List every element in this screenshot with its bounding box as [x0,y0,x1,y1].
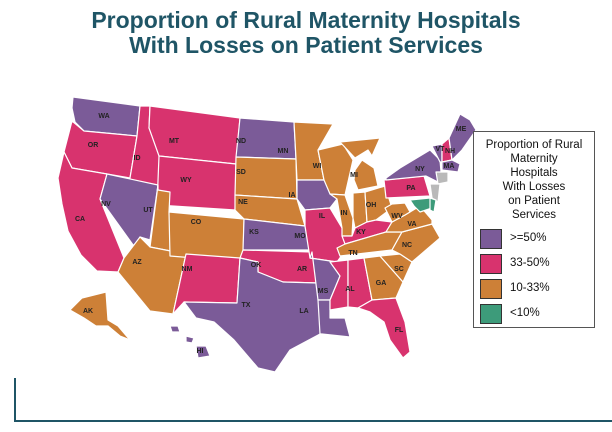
state-label-ca: CA [75,216,85,223]
legend-title-line: With Losses [502,181,566,193]
state-label-mt: MT [169,138,180,145]
state-label-ok: OK [251,262,262,269]
state-label-fl: FL [395,327,404,334]
state-label-ks: KS [249,229,259,236]
legend-title-line: Services [511,209,557,221]
legend-swatch [480,304,502,324]
state-label-vt: VT [436,146,446,153]
legend-swatch [480,254,502,274]
state-label-ak: AK [83,308,93,315]
state-label-wy: WY [180,177,192,184]
state-de [429,197,437,213]
legend-title: Proportion of Rural Maternity Hospitals … [474,138,594,222]
state-ca [57,151,125,273]
state-ga [363,255,404,301]
legend-title-line: on Patient [508,195,560,207]
state-label-wi: WI [313,163,322,170]
legend-title-line: Hospitals [510,167,558,179]
state-label-il: IL [319,213,326,220]
legend: Proportion of Rural Maternity Hospitals … [473,131,595,328]
legend-label: <10% [510,307,540,319]
state-label-ia: IA [289,192,296,199]
state-label-or: OR [88,142,99,149]
state-label-nv: NV [101,201,111,208]
state-label-ny: NY [415,166,425,173]
state-label-nh: NH [445,148,455,155]
legend-title-line: Maternity [510,153,558,165]
map-title: Proportion of Rural Maternity Hospitals … [0,8,612,58]
state-label-pa: PA [406,185,415,192]
state-label-mo: MO [294,233,306,240]
state-label-nm: NM [182,266,193,273]
state-ma [441,159,461,173]
state-label-sd: SD [236,169,246,176]
state-nj [429,183,441,203]
state-label-co: CO [191,219,202,226]
state-label-az: AZ [132,259,142,266]
state-label-ma: MA [444,163,455,170]
state-label-me: ME [456,126,467,133]
state-label-ar: AR [297,266,307,273]
state-label-tx: TX [242,302,251,309]
legend-swatch [480,229,502,249]
legend-label: 33-50% [510,257,550,269]
frame-edge-left [14,378,16,422]
state-label-wv: WV [391,213,403,220]
state-ct [435,171,449,185]
state-label-la: LA [299,308,308,315]
state-label-tn: TN [348,250,357,257]
state-hi [169,325,211,359]
state-label-al: AL [345,286,355,293]
legend-swatch [480,279,502,299]
state-label-hi: HI [197,348,204,355]
state-md [409,197,433,213]
state-label-oh: OH [366,202,377,209]
state-label-sc: SC [394,266,404,273]
title-line-2: With Losses on Patient Services [129,32,483,58]
state-label-va: VA [407,221,416,228]
state-label-in: IN [341,210,348,217]
state-label-ut: UT [143,207,153,214]
state-label-ne: NE [238,199,248,206]
state-label-ga: GA [376,280,387,287]
state-label-wa: WA [98,113,109,120]
state-label-mn: MN [278,148,289,155]
state-mi [339,137,381,191]
state-label-nd: ND [236,138,246,145]
state-wv [384,202,411,223]
state-label-ms: MS [318,288,329,295]
legend-label: >=50% [510,232,547,244]
legend-label: 10-33% [510,282,550,294]
legend-title-line: Proportion of Rural [485,139,583,151]
state-fl [357,297,411,359]
state-label-id: ID [134,155,141,162]
state-label-ky: KY [356,229,366,236]
state-mt [148,105,241,165]
frame-edge-bottom [14,420,612,422]
state-label-mi: MI [350,172,358,179]
state-co [168,211,245,263]
title-line-1: Proportion of Rural Maternity Hospitals [91,7,521,33]
state-label-nc: NC [402,242,412,249]
state-ak [69,291,131,341]
